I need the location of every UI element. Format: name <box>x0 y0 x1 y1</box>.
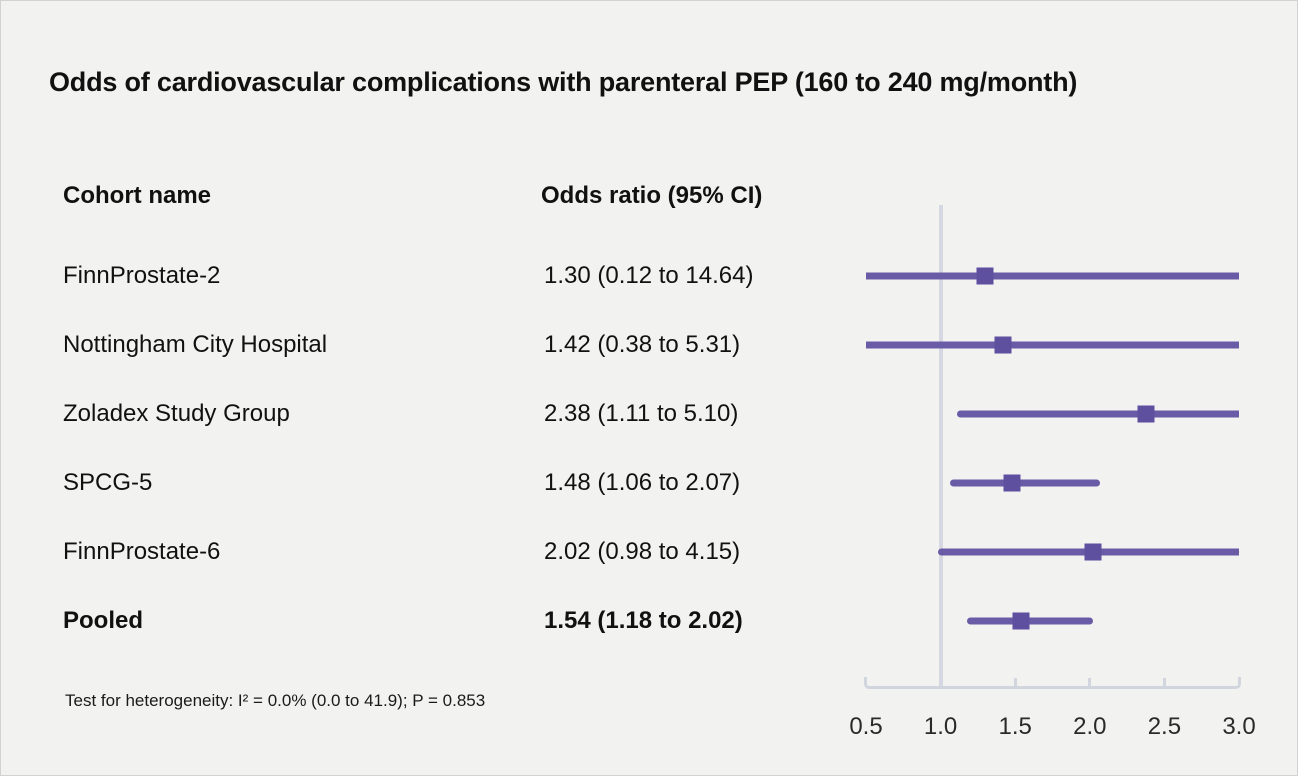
x-axis-line <box>864 677 1241 689</box>
x-axis-tick <box>1162 678 1166 687</box>
cohort-label: SPCG-5 <box>63 469 153 496</box>
x-axis-tick-label: 2.0 <box>1073 713 1107 740</box>
confidence-interval-line <box>949 479 1101 487</box>
x-axis-tick-label: 1.5 <box>998 713 1032 740</box>
odds-ratio-value: 1.54 (1.18 to 2.02) <box>544 607 743 634</box>
odds-ratio-value: 1.42 (0.38 to 5.31) <box>544 331 741 358</box>
reference-line <box>938 205 943 687</box>
odds-ratio-marker <box>976 267 994 285</box>
x-axis-tick <box>1088 678 1092 687</box>
odds-ratio-marker <box>1012 612 1030 630</box>
heterogeneity-footnote: Test for heterogeneity: I² = 0.0% (0.0 t… <box>65 691 486 710</box>
odds-ratio-value: 1.48 (1.06 to 2.07) <box>544 469 741 496</box>
confidence-interval-line <box>866 272 1239 280</box>
x-axis-tick <box>1013 678 1017 687</box>
x-axis-tick-label: 0.5 <box>849 713 883 740</box>
cohort-label: Pooled <box>63 607 144 634</box>
confidence-interval-line <box>957 410 1239 418</box>
odds-ratio-marker <box>994 336 1012 354</box>
column-header-cohort: Cohort name <box>63 182 212 209</box>
odds-ratio-marker <box>1137 405 1155 423</box>
cohort-label: Nottingham City Hospital <box>63 331 328 358</box>
odds-ratio-value: 2.02 (0.98 to 4.15) <box>544 538 741 565</box>
column-header-odds-ratio: Odds ratio (95% CI) <box>541 182 763 209</box>
chart-title: Odds of cardiovascular complications wit… <box>49 67 1078 97</box>
x-axis-tick-label: 3.0 <box>1222 713 1256 740</box>
odds-ratio-value: 1.30 (0.12 to 14.64) <box>544 262 754 289</box>
cohort-label: Zoladex Study Group <box>63 400 290 427</box>
x-axis-tick-label: 2.5 <box>1147 713 1182 740</box>
cohort-label: FinnProstate-2 <box>63 262 221 289</box>
odds-ratio-marker <box>1003 474 1021 492</box>
odds-ratio-marker <box>1084 543 1102 561</box>
confidence-interval-line <box>967 617 1093 625</box>
cohort-label: FinnProstate-6 <box>63 538 221 565</box>
odds-ratio-value: 2.38 (1.11 to 5.10) <box>544 400 739 427</box>
confidence-interval-line <box>866 341 1239 349</box>
x-axis-tick-label: 1.0 <box>923 713 958 740</box>
